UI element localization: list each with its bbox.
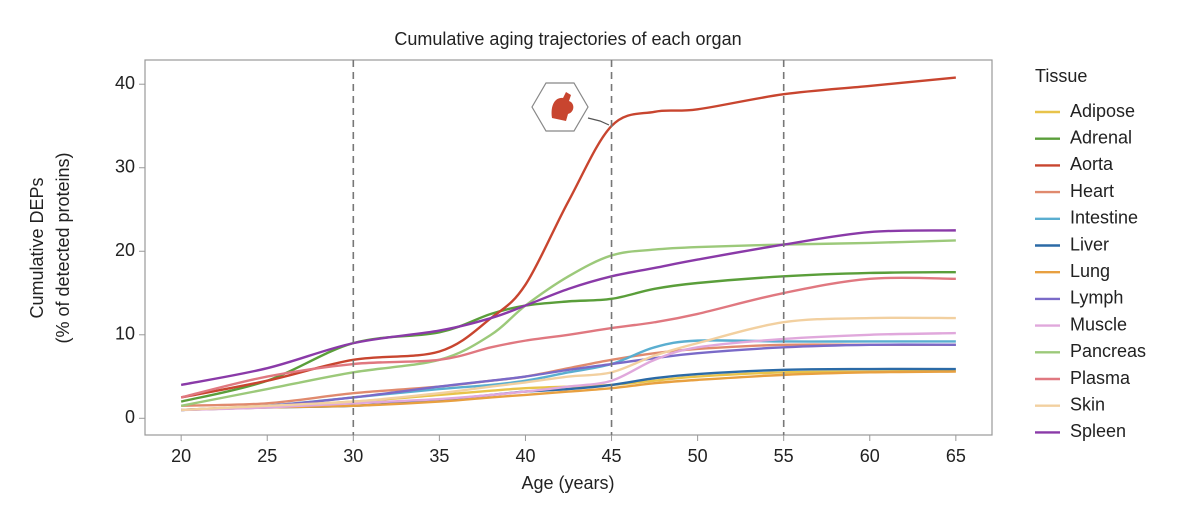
x-tick-label: 60 xyxy=(860,446,880,466)
data-line xyxy=(181,370,956,412)
legend-label: Spleen xyxy=(1070,421,1126,441)
legend-label: Liver xyxy=(1070,234,1109,254)
x-tick-label: 65 xyxy=(946,446,966,466)
legend-title: Tissue xyxy=(1035,66,1087,86)
data-line xyxy=(180,239,956,407)
data-line xyxy=(180,76,956,399)
y-axis-label: (% of detected proteins) xyxy=(53,152,73,343)
legend-label: Pancreas xyxy=(1070,341,1146,361)
legend-label: Heart xyxy=(1070,181,1114,201)
data-line xyxy=(181,316,956,412)
y-tick-label: 0 xyxy=(125,407,135,427)
plot-frame xyxy=(144,59,993,436)
data-line xyxy=(181,331,956,412)
data-line xyxy=(180,276,956,399)
legend-label: Adipose xyxy=(1070,101,1135,121)
y-tick-label: 40 xyxy=(115,73,135,93)
legend-label: Plasma xyxy=(1070,368,1131,388)
x-tick-label: 25 xyxy=(257,446,277,466)
legend-label: Adrenal xyxy=(1070,127,1132,147)
legend-label: Skin xyxy=(1070,394,1105,414)
legend-label: Lymph xyxy=(1070,288,1123,308)
x-axis-label: Age (years) xyxy=(521,473,614,493)
data-line xyxy=(181,343,956,412)
x-tick-label: 50 xyxy=(688,446,708,466)
legend-label: Muscle xyxy=(1070,314,1127,334)
data-line xyxy=(180,229,956,387)
legend-label: Aorta xyxy=(1070,154,1114,174)
organ-icon xyxy=(531,82,610,132)
data-line xyxy=(181,343,956,407)
y-tick-label: 30 xyxy=(115,156,135,176)
y-tick-label: 20 xyxy=(115,240,135,260)
x-tick-label: 55 xyxy=(774,446,794,466)
x-tick-label: 45 xyxy=(602,446,622,466)
x-tick-label: 35 xyxy=(429,446,449,466)
legend-label: Lung xyxy=(1070,261,1110,281)
legend-label: Intestine xyxy=(1070,208,1138,228)
x-tick-label: 30 xyxy=(343,446,363,466)
x-tick-label: 40 xyxy=(515,446,535,466)
x-tick-label: 20 xyxy=(171,446,191,466)
y-tick-label: 10 xyxy=(115,324,135,344)
y-axis-label: Cumulative DEPs xyxy=(27,177,47,318)
chart-title: Cumulative aging trajectories of each or… xyxy=(394,29,741,49)
